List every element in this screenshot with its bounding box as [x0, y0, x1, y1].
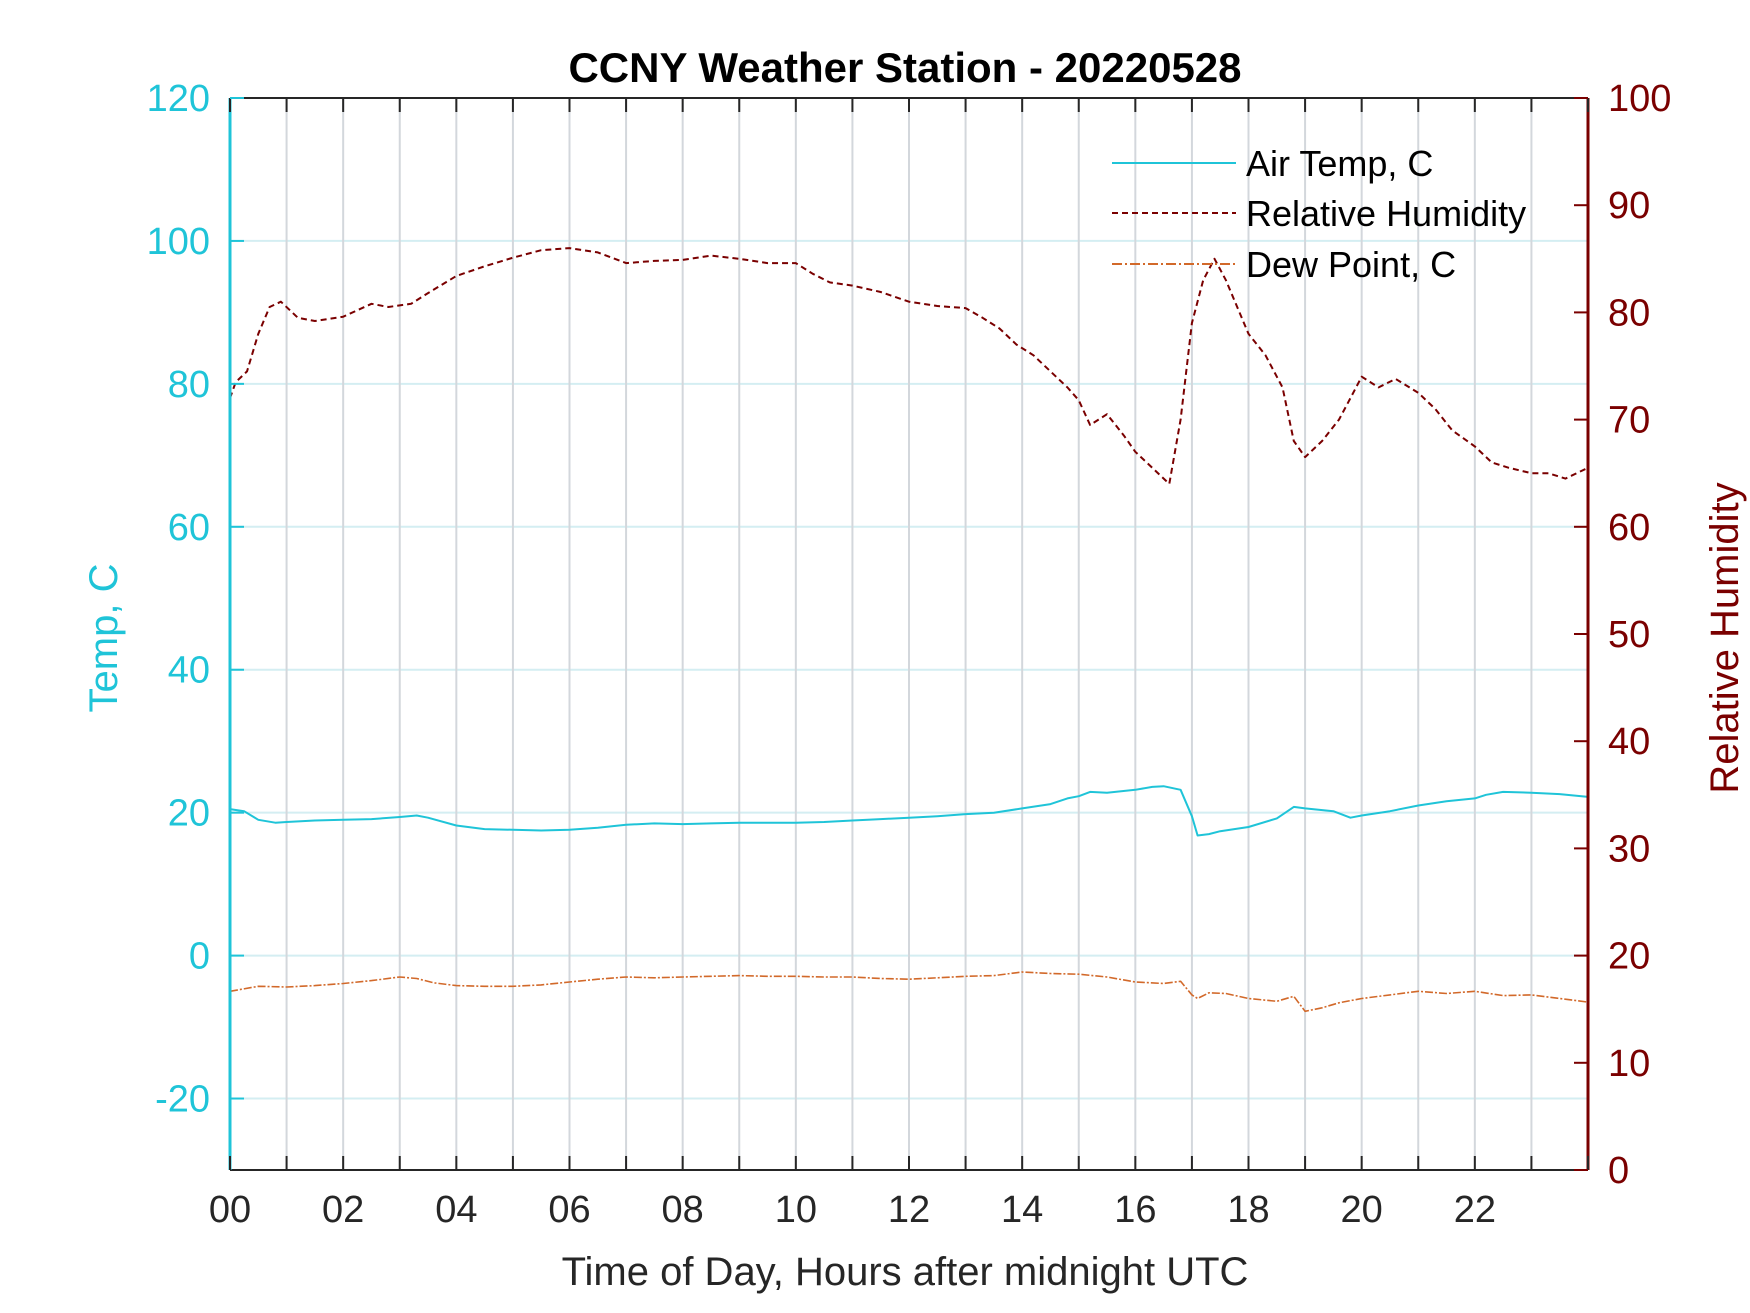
y-left-tick-label: 20 — [168, 793, 210, 835]
x-tick-label: 12 — [888, 1189, 930, 1231]
y-left-tick-label: 40 — [168, 650, 210, 692]
y-right-tick-label: 100 — [1608, 78, 1671, 120]
legend-label-dew-point: Dew Point, C — [1246, 244, 1456, 285]
x-tick-label: 22 — [1454, 1189, 1496, 1231]
x-tick-label: 06 — [548, 1189, 590, 1231]
series-line-dew-point-c — [229, 971, 1589, 1013]
y-right-tick-label: 70 — [1608, 400, 1650, 442]
y-left-tick-label: 120 — [147, 78, 210, 120]
y-left-tick-label: 0 — [189, 936, 210, 978]
y-left-tick-label: -20 — [155, 1079, 210, 1121]
y-right-tick-label: 80 — [1608, 292, 1650, 334]
x-tick-label: 18 — [1227, 1189, 1269, 1231]
legend-label-relative-humidity: Relative Humidity — [1246, 193, 1526, 234]
x-tick-label: 02 — [322, 1189, 364, 1231]
x-tick-label: 04 — [435, 1189, 477, 1231]
x-tick-label: 14 — [1001, 1189, 1043, 1231]
legend-label-air-temp: Air Temp, C — [1246, 143, 1433, 184]
x-tick-label: 10 — [775, 1189, 817, 1231]
grid — [230, 97, 1588, 1170]
y-right-tick-label: 50 — [1608, 614, 1650, 656]
y-left-tick-label: 60 — [168, 507, 210, 549]
plot-series — [229, 247, 1589, 1013]
y-right-tick-label: 0 — [1608, 1150, 1629, 1192]
y-right-tick-label: 60 — [1608, 507, 1650, 549]
y-right-tick-label: 30 — [1608, 828, 1650, 870]
tick-labels: 00 02 04 06 08 10 12 14 16 18 20 22-200204060801001… — [147, 78, 1672, 1231]
series-line-relative-humidity — [229, 247, 1589, 485]
chart-title: CCNY Weather Station - 20220528 — [568, 44, 1241, 91]
y-right-axis-label: Relative Humidity — [1703, 482, 1747, 793]
y-left-tick-label: 100 — [147, 221, 210, 263]
series-line-air-temp-c — [229, 785, 1589, 837]
y-left-tick-label: 80 — [168, 364, 210, 406]
x-tick-label: 00 — [209, 1189, 251, 1231]
y-left-axis-label: Temp, C — [82, 564, 126, 713]
y-right-tick-label: 20 — [1608, 936, 1650, 978]
x-tick-label: 20 — [1341, 1189, 1383, 1231]
x-axis-label: Time of Day, Hours after midnight UTC — [562, 1250, 1249, 1294]
y-right-tick-label: 40 — [1608, 721, 1650, 763]
y-right-tick-label: 10 — [1608, 1043, 1650, 1085]
axes — [228, 97, 1590, 1171]
y-right-tick-label: 90 — [1608, 185, 1650, 227]
legend: Air Temp, C Relative Humidity Dew Point,… — [1112, 143, 1526, 285]
x-tick-label: 08 — [662, 1189, 704, 1231]
x-tick-label: 16 — [1114, 1189, 1156, 1231]
